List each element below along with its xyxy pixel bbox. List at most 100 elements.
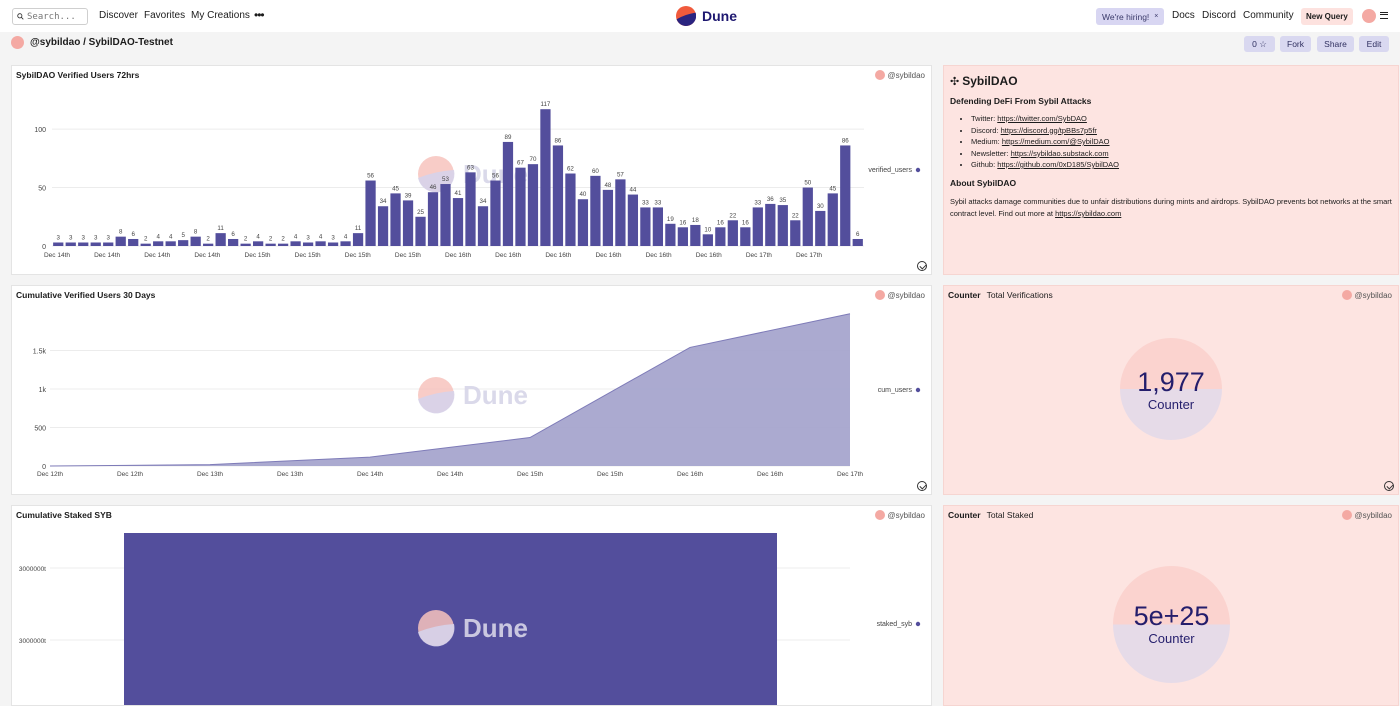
owner-label: @sybildao <box>1354 290 1392 300</box>
nav-discover[interactable]: Discover <box>99 10 138 21</box>
edit-button[interactable]: Edit <box>1359 36 1389 52</box>
bar <box>627 194 639 246</box>
panel-type-label: Counter <box>948 510 981 520</box>
website-link[interactable]: https://sybildao.com <box>1055 209 1122 218</box>
dune-logo[interactable]: Dune <box>676 6 737 26</box>
data-label: 44 <box>629 187 636 194</box>
data-label: 3 <box>82 234 86 241</box>
fork-button[interactable]: Fork <box>1280 36 1311 52</box>
github-link[interactable]: https://github.com/0xD185/SybilDAO <box>997 160 1120 169</box>
nav-docs[interactable]: Docs <box>1172 10 1195 21</box>
panel-owner[interactable]: @sybildao <box>1341 290 1392 300</box>
data-label: 33 <box>642 199 649 206</box>
about-paragraph: Sybil attacks damage communities due to … <box>950 197 1392 218</box>
y-tick-label: 50 <box>38 186 46 193</box>
panel-type-label: Counter <box>948 290 981 300</box>
bar <box>440 184 451 246</box>
list-item: Discord: https://discord.gg/tpBBs7p5fr <box>971 125 1119 137</box>
cumulative-users-panel: Cumulative Verified Users 30 Days @sybil… <box>11 285 932 495</box>
bar <box>65 242 76 246</box>
y-tick-label: 3000000t <box>19 566 46 573</box>
series-line <box>49 313 851 467</box>
bar <box>715 227 726 246</box>
hiring-badge[interactable]: We're hiring! × <box>1096 8 1165 25</box>
about-section-heading: About SybilDAO <box>950 178 1017 188</box>
cumulative-users-chart: 0 500 1k 1.5k Dune Dec 12th Dec 12th Dec 13th De… <box>33 313 921 478</box>
x-tick-label: Dec 15th <box>345 252 371 259</box>
bar <box>840 145 851 246</box>
y-tick-label: 0 <box>42 244 46 251</box>
y-tick-label: 0 <box>42 464 46 471</box>
bar <box>415 216 426 246</box>
x-tick-label: Dec 16th <box>677 471 703 478</box>
bar <box>615 179 626 246</box>
hamburger-menu-icon[interactable] <box>1380 12 1388 19</box>
x-tick-label: Dec 17th <box>837 471 863 478</box>
newsletter-link[interactable]: https://sybildao.substack.com <box>1010 148 1109 158</box>
watermark-text: Dune <box>463 613 528 643</box>
bar <box>128 238 139 246</box>
nav-favorites[interactable]: Favorites <box>144 10 186 21</box>
data-label: 56 <box>367 173 374 180</box>
data-label: 36 <box>767 196 774 203</box>
medium-link[interactable]: https://medium.com/@SybilDAO <box>1001 137 1110 146</box>
close-icon[interactable]: × <box>1154 13 1159 20</box>
legend-marker <box>915 387 921 393</box>
bar <box>827 193 838 246</box>
share-button[interactable]: Share <box>1317 36 1354 52</box>
data-label: 40 <box>579 191 586 198</box>
data-label: 3 <box>106 234 110 241</box>
nav-community[interactable]: Community <box>1243 10 1294 21</box>
bar <box>90 242 101 246</box>
bar <box>377 206 389 246</box>
panel-owner[interactable]: @sybildao <box>874 510 925 520</box>
data-label: 3 <box>69 234 73 241</box>
owner-avatar <box>1341 510 1352 520</box>
list-item: Newsletter: https://sybildao.substack.co… <box>971 148 1119 160</box>
data-label: 45 <box>392 185 399 192</box>
bar <box>765 203 776 246</box>
x-tick-label: Dec 14th <box>94 252 120 259</box>
panel-owner[interactable]: @sybildao <box>874 290 925 300</box>
data-label: 46 <box>430 184 437 191</box>
bar <box>690 224 701 246</box>
owner-label: @sybildao <box>1354 510 1392 520</box>
y-tick-label: 3000000t <box>19 638 46 645</box>
data-label: 6 <box>856 231 860 238</box>
nav-my-creations[interactable]: My Creations <box>191 10 250 21</box>
bar <box>352 233 364 246</box>
legend-marker <box>915 621 921 627</box>
panel-title: SybilDAO Verified Users 72hrs <box>16 70 140 80</box>
bar <box>790 220 801 246</box>
data-label: 8 <box>119 229 123 236</box>
owner-avatar <box>874 70 885 80</box>
data-label: 8 <box>194 229 198 236</box>
data-label: 117 <box>541 101 551 108</box>
nav-discord[interactable]: Discord <box>1202 10 1236 21</box>
twitter-link[interactable]: https://twitter.com/SybDAO <box>997 114 1087 123</box>
dashboard-title: @sybildao / SybilDAO-Testnet <box>30 37 173 48</box>
bar <box>190 236 201 246</box>
panel-owner[interactable]: @sybildao <box>874 70 925 80</box>
links-list: Twitter: https://twitter.com/SybDAO Disc… <box>971 113 1119 171</box>
bar <box>215 233 226 246</box>
panel-owner[interactable]: @sybildao <box>1341 510 1392 520</box>
data-label: 3 <box>306 234 310 241</box>
data-label: 34 <box>380 198 387 205</box>
legend-label: verified_users <box>868 167 912 174</box>
about-panel: ✣ SybilDAO Defending DeFi From Sybil Att… <box>943 65 1399 275</box>
data-label: 22 <box>792 212 799 219</box>
user-avatar[interactable] <box>1362 9 1376 23</box>
list-item: Medium: https://medium.com/@SybilDAO <box>971 136 1119 148</box>
data-label: 2 <box>206 236 210 243</box>
search-input[interactable] <box>27 11 87 22</box>
data-label: 3 <box>57 234 61 241</box>
data-label: 2 <box>281 236 285 243</box>
discord-link[interactable]: https://discord.gg/tpBBs7p5fr <box>1000 125 1097 135</box>
bar <box>540 109 551 246</box>
new-query-button[interactable]: New Query <box>1301 8 1353 25</box>
more-menu-icon[interactable]: ••• <box>254 8 265 22</box>
x-tick-label: Dec 12th <box>117 471 143 478</box>
search-box[interactable] <box>12 8 88 25</box>
favorite-button[interactable]: 0 ☆ <box>1244 36 1275 52</box>
